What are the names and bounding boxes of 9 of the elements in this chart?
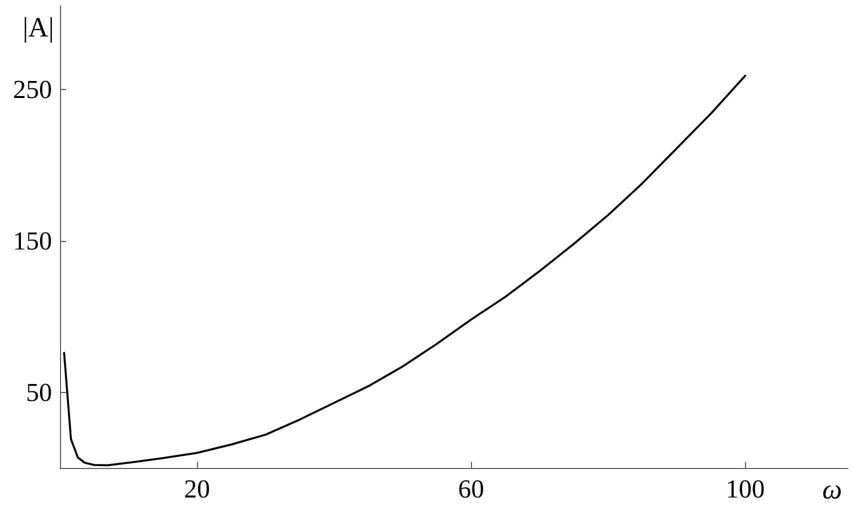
x-tick-label: 100 — [726, 474, 765, 504]
x-tick-label: 20 — [184, 474, 210, 504]
y-tick-label: 150 — [13, 226, 52, 256]
line-series — [63, 74, 746, 466]
y-tick-label: 250 — [13, 74, 52, 104]
y-axis-title: |A| — [22, 12, 54, 44]
x-axis-title: ω — [822, 474, 842, 506]
y-tick-label: 50 — [26, 378, 52, 407]
x-tick-label: 60 — [458, 474, 484, 504]
